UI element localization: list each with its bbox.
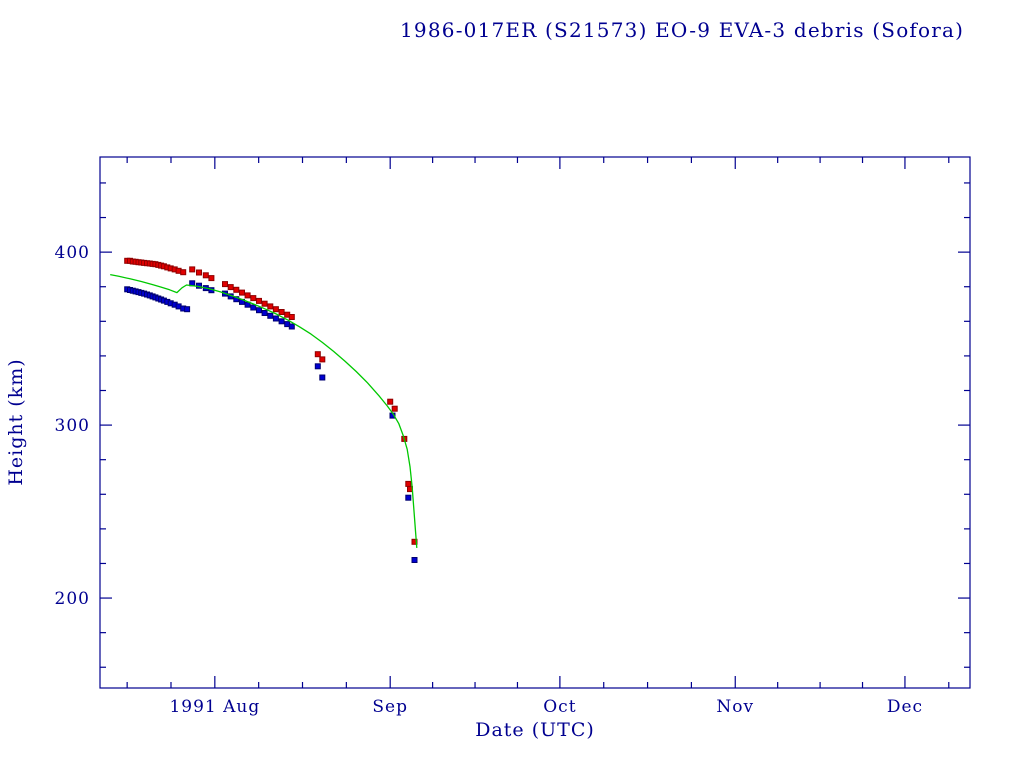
data-point-marker — [250, 304, 257, 311]
data-point-marker — [196, 269, 202, 276]
data-point-marker — [184, 306, 191, 313]
x-tick-label: Dec — [887, 697, 923, 717]
x-tick-labels: 1991 Aug Sep Oct Nov Dec — [169, 697, 923, 717]
series-perigee-height — [124, 280, 418, 563]
axis-ticks — [100, 157, 970, 688]
data-point-marker — [208, 275, 215, 282]
y-axis-label: Height (km) — [5, 358, 27, 486]
data-point-marker — [222, 281, 228, 288]
data-point-marker — [272, 306, 279, 313]
series-apogee-height — [124, 257, 418, 545]
data-point-marker — [278, 318, 285, 325]
data-point-marker — [319, 356, 326, 363]
data-point-marker — [319, 374, 326, 381]
data-point-marker — [405, 480, 412, 487]
x-tick-label: 1991 Aug — [169, 697, 260, 717]
series-model-mean-height — [110, 273, 418, 548]
data-point-marker — [391, 405, 398, 412]
data-point-marker — [233, 286, 240, 293]
data-point-marker — [261, 300, 268, 307]
x-tick-label: Oct — [543, 697, 576, 717]
plot-frame — [99, 156, 971, 689]
y-tick-label: 200 — [55, 589, 90, 609]
data-point-marker — [267, 303, 274, 310]
data-point-marker — [314, 363, 321, 370]
data-point-marker — [411, 557, 418, 563]
y-tick-label: 400 — [55, 243, 90, 263]
data-point-marker — [387, 398, 394, 405]
data-point-marker — [411, 538, 418, 545]
data-point-marker — [202, 272, 209, 279]
y-tick-labels: 200 300 400 — [55, 243, 90, 609]
data-point-marker — [405, 494, 412, 501]
data-point-marker — [244, 292, 251, 299]
data-point-marker — [288, 314, 295, 320]
data-point-marker — [314, 351, 321, 358]
x-axis-label: Date (UTC) — [475, 719, 595, 741]
data-point-marker — [278, 309, 285, 315]
data-point-marker — [256, 307, 262, 314]
data-point-marker — [189, 266, 196, 273]
data-point-marker — [180, 269, 187, 276]
data-point-marker — [288, 323, 295, 330]
y-tick-label: 300 — [55, 416, 90, 436]
data-point-marker — [256, 297, 262, 304]
data-point-marker — [227, 284, 234, 291]
x-tick-label: Nov — [716, 697, 754, 717]
data-point-marker — [272, 315, 279, 322]
data-point-marker — [267, 312, 274, 319]
data-point-marker — [250, 295, 257, 302]
x-tick-label: Sep — [372, 697, 408, 717]
plot-title: 1986-017ER (S21573) EO-9 EVA-3 debris (S… — [400, 18, 965, 42]
data-point-marker — [239, 289, 245, 296]
data-point-marker — [261, 310, 268, 316]
